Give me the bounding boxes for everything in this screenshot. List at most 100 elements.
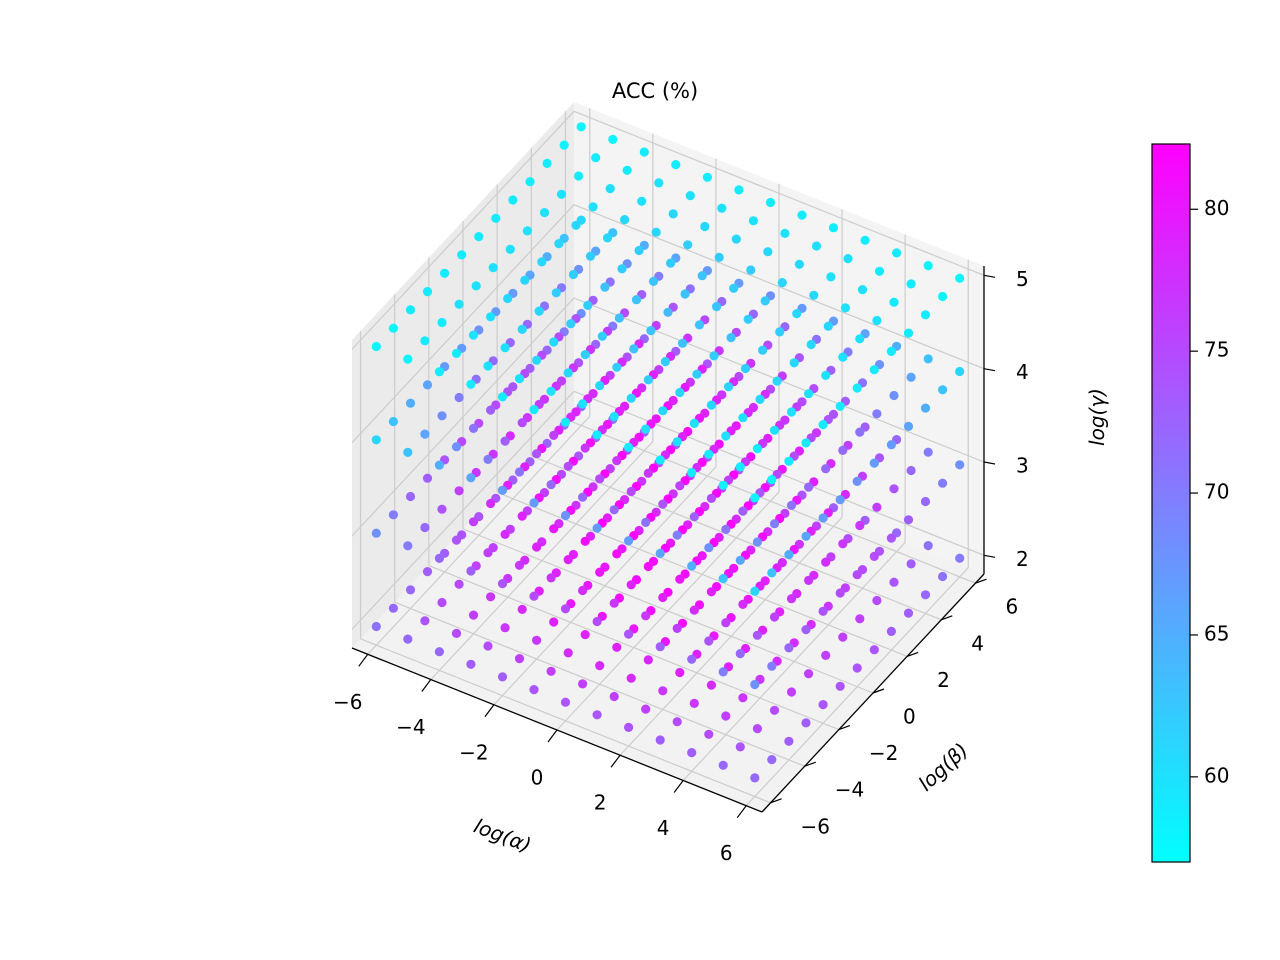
- scatter-point: [532, 542, 542, 552]
- scatter-point: [437, 504, 447, 514]
- scatter-point: [920, 310, 931, 320]
- scatter-point: [655, 548, 665, 559]
- scatter-point: [675, 667, 685, 678]
- scatter-point: [677, 338, 688, 348]
- scatter-point: [566, 319, 576, 329]
- scatter-point: [591, 153, 601, 163]
- scatter-point: [750, 586, 760, 596]
- scatter-point: [626, 673, 636, 683]
- scatter-point: [532, 449, 542, 459]
- scatter-point: [646, 326, 656, 336]
- scatter-point: [852, 663, 862, 673]
- scatter-point: [609, 598, 619, 608]
- scatter-point: [826, 272, 836, 282]
- scatter-point: [497, 392, 508, 402]
- scatter-point: [420, 336, 430, 346]
- scatter-point: [671, 160, 681, 170]
- scatter-point: [466, 566, 476, 576]
- scatter-point: [578, 492, 588, 502]
- chart-title: ACC (%): [612, 79, 698, 103]
- scatter-point: [546, 386, 556, 396]
- scatter-point: [500, 343, 510, 353]
- scatter-point: [746, 265, 756, 275]
- scatter-point: [697, 271, 707, 281]
- scatter-point: [750, 493, 760, 503]
- scatter-point: [775, 327, 785, 337]
- scatter-point: [740, 363, 751, 374]
- grid-line: [573, 204, 985, 370]
- grid-line: [351, 204, 575, 444]
- scatter-point: [752, 444, 763, 454]
- grid-line: [351, 110, 575, 350]
- scatter-point: [405, 305, 416, 315]
- scatter-point: [706, 680, 717, 690]
- scatter-point: [505, 244, 515, 254]
- scatter-point: [672, 717, 682, 727]
- scatter-point: [486, 592, 496, 602]
- scatter-point: [514, 654, 525, 664]
- colorbar-tick-label: 80: [1204, 196, 1229, 220]
- scatter-point: [738, 413, 748, 423]
- scatter-point: [767, 661, 777, 671]
- x-axis-label: log(α): [471, 814, 535, 858]
- grid-line: [351, 297, 575, 537]
- scatter-point: [872, 409, 882, 419]
- scatter-point: [683, 240, 693, 250]
- scatter-point: [903, 608, 914, 618]
- scatter-point: [804, 575, 814, 586]
- y-tick: [770, 798, 782, 804]
- scatter-point: [454, 579, 464, 589]
- axes-grid: [351, 108, 985, 807]
- scatter-point: [580, 350, 590, 360]
- scatter-point: [689, 605, 699, 615]
- scatter-point: [685, 191, 695, 201]
- scatter-point: [672, 437, 682, 447]
- scatter-point: [624, 536, 634, 546]
- colorbar: [1151, 143, 1191, 863]
- scatter-point: [612, 549, 622, 559]
- scatter-point: [641, 611, 651, 621]
- scatter-point: [675, 481, 685, 491]
- scatter-point: [938, 571, 948, 582]
- scatter-point: [718, 760, 728, 770]
- x-tick-label: −2: [459, 740, 488, 764]
- scatter-point: [731, 234, 741, 244]
- grid-line: [428, 565, 840, 731]
- scatter-point: [903, 515, 914, 525]
- scatter-point: [529, 685, 539, 695]
- scatter-point: [592, 523, 602, 533]
- scatter-point: [784, 550, 794, 560]
- scatter-point: [738, 693, 748, 703]
- scatter-point: [549, 337, 559, 347]
- y-axis-label: log(β): [914, 738, 973, 796]
- scatter-point: [466, 659, 476, 669]
- scatter-point: [631, 295, 642, 305]
- scatter-point: [595, 474, 605, 484]
- x-tick-label: −6: [333, 690, 362, 714]
- scatter-point: [560, 417, 571, 427]
- scatter-point: [488, 263, 498, 273]
- scatter-point: [811, 241, 822, 251]
- scatter-point: [554, 239, 564, 249]
- scatter-point: [529, 591, 539, 601]
- z-tick: [983, 554, 996, 558]
- z-tick: [983, 368, 996, 372]
- scatter-point: [497, 485, 508, 495]
- scatter-point: [500, 529, 510, 540]
- scatter-point: [772, 376, 782, 386]
- scatter-point: [889, 577, 899, 587]
- scatter-point: [721, 618, 731, 628]
- scatter-point: [889, 390, 899, 401]
- scatter-point: [437, 411, 447, 421]
- scatter-point: [784, 736, 794, 746]
- scatter-point: [780, 228, 790, 238]
- scatter-point: [718, 480, 728, 490]
- scatter-point: [595, 567, 605, 577]
- scatter-point: [451, 535, 462, 545]
- scatter-point: [706, 493, 717, 503]
- scatter-point: [622, 165, 632, 175]
- scatter-point: [663, 307, 673, 317]
- scatter-point: [629, 344, 639, 354]
- scatter-point: [578, 585, 588, 596]
- scatter-point: [784, 456, 794, 466]
